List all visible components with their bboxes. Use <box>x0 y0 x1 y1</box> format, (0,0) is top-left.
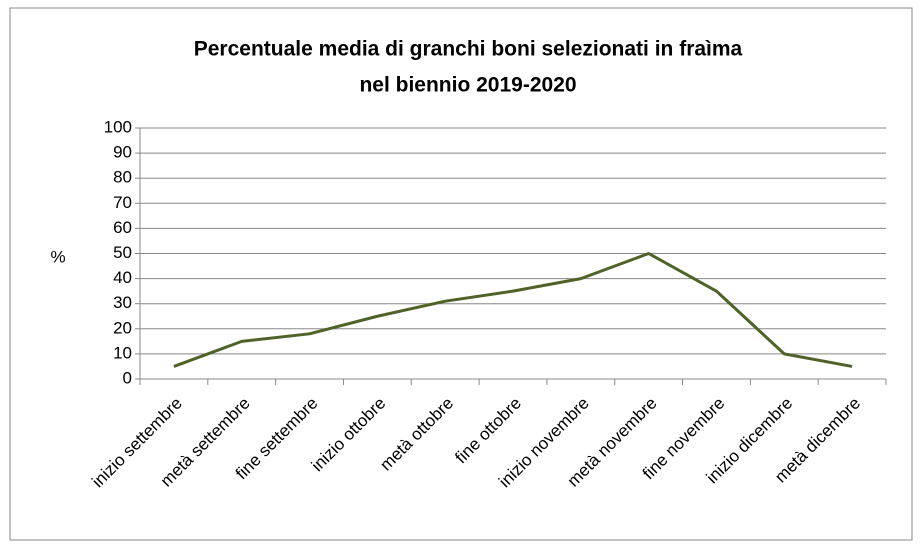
y-tick-label: 10 <box>113 343 132 362</box>
chart-title: nel biennio 2019-2020 <box>359 74 576 97</box>
y-tick-label: 0 <box>123 368 132 387</box>
chart-border <box>9 7 913 541</box>
y-tick-label: 40 <box>113 268 132 287</box>
y-tick-label: 90 <box>113 143 132 162</box>
y-tick-label: 20 <box>113 318 132 337</box>
chart-title: Percentuale media di granchi boni selezi… <box>194 38 743 61</box>
y-tick-label: 100 <box>104 117 132 136</box>
y-tick-label: 50 <box>113 243 132 262</box>
y-tick-label: 60 <box>113 218 132 237</box>
y-tick-label: 70 <box>113 193 132 212</box>
y-axis-label: % <box>50 247 65 266</box>
line-series <box>173 252 853 368</box>
y-tick-label: 30 <box>113 293 132 312</box>
y-tick-label: 80 <box>113 168 132 187</box>
